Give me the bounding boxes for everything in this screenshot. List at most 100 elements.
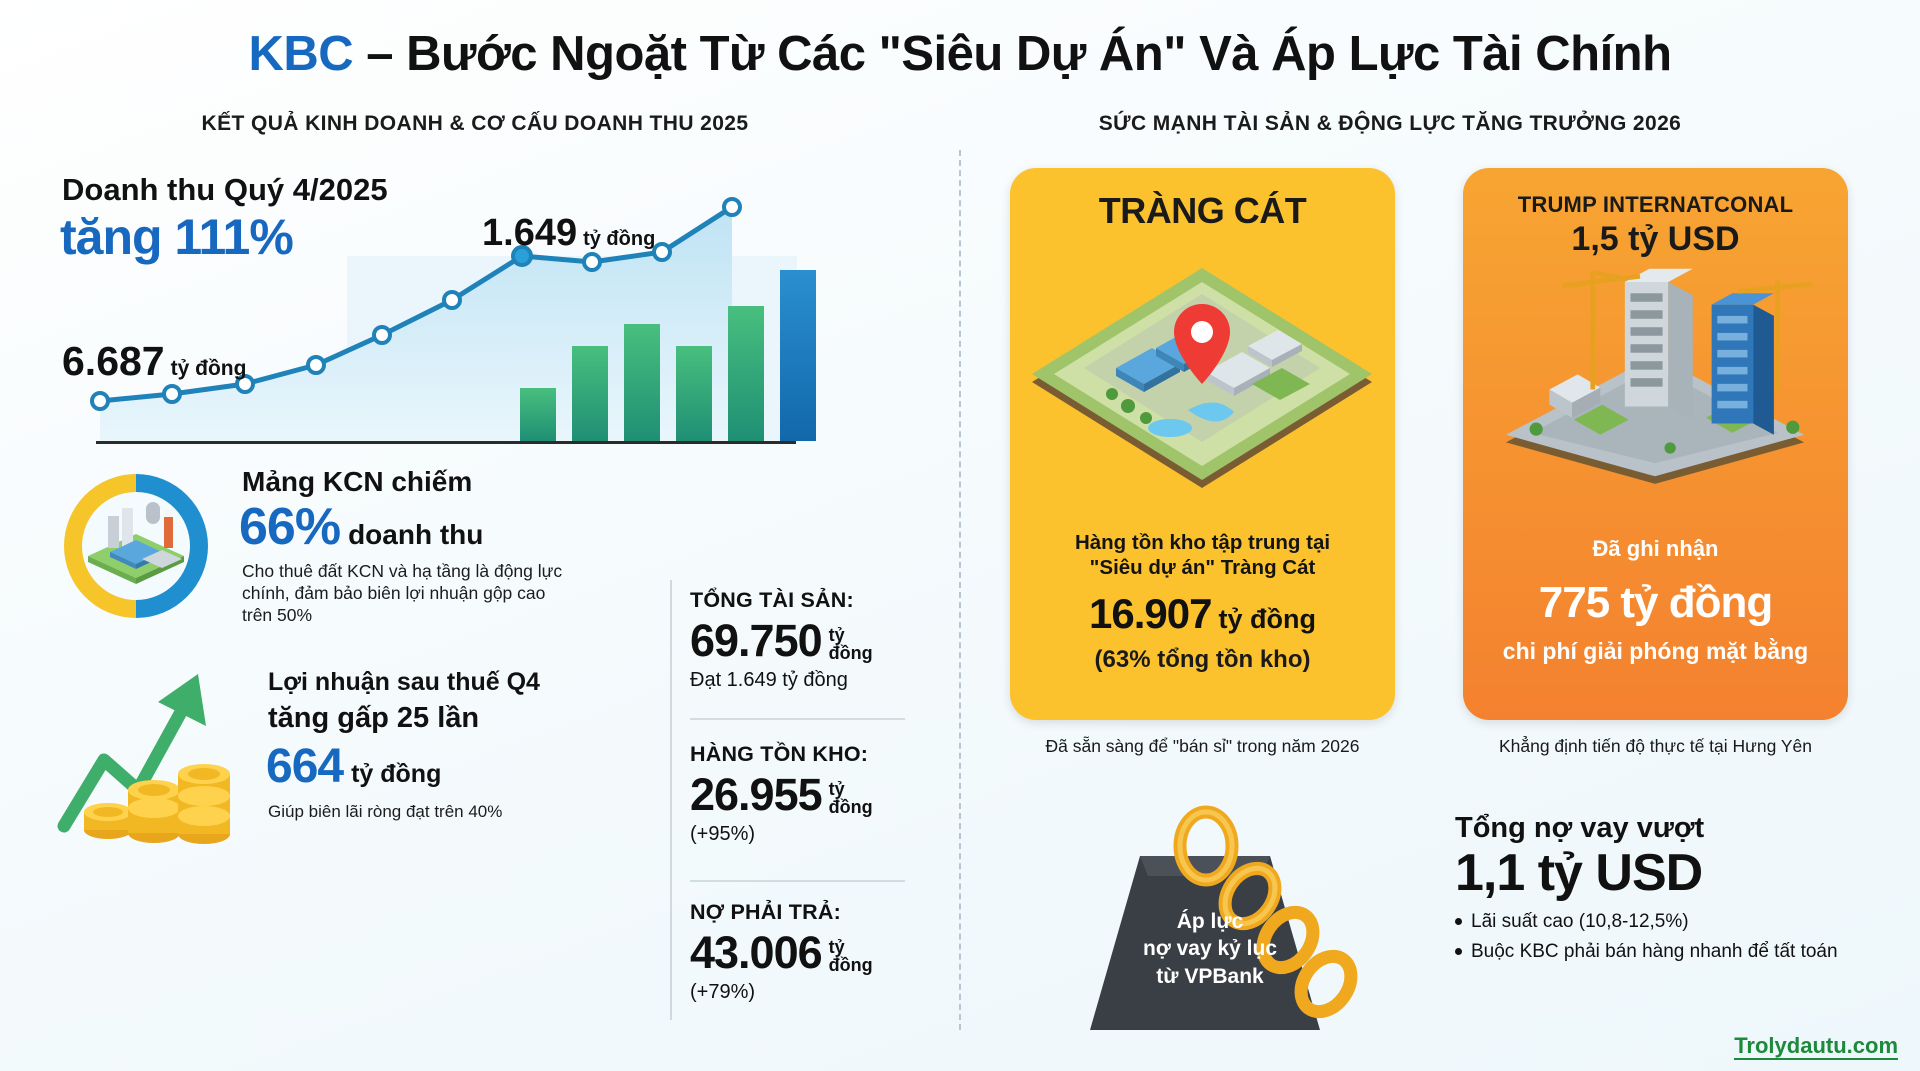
bullet-dot-icon [1455,948,1462,956]
stat-unit-bottom: đồng [828,955,873,976]
card-number-value: 16.907 [1089,590,1212,637]
card-trump-title: TRUMP INTERNATCONAL [1517,192,1794,217]
page-title: KBC – Bước Ngoặt Từ Các "Siêu Dự Án" Và … [0,26,1920,82]
stat-label: NỢ PHẢI TRẢ: [690,900,841,924]
debt-bullet-2-text: Buộc KBC phải bán hàng nhanh để tất toán [1471,941,1838,962]
chart-left-unit: tỷ đồng [170,357,247,380]
debt-value: 1,1 tỷ USD [1455,844,1703,902]
section-subtitle-right: SỨC MẠNH TÀI SẢN & ĐỘNG LỰC TĂNG TRƯỞNG … [1098,112,1682,135]
profit-unit: tỷ đồng [351,760,442,788]
chart-bar [728,306,764,441]
debt-bullet-1: Lãi suất cao (10,8-12,5%) [1455,911,1885,933]
card-number-value: 775 tỷ đồng [1538,578,1773,627]
stat-label: TỔNG TÀI SẢN: [690,588,854,612]
chart-markers [90,197,742,411]
stat-unit-bottom: đồng [828,643,873,664]
chart-headline: tăng 111% [60,209,294,265]
stat-unit: tỷ đồng [829,938,873,975]
stat-liabilities: NỢ PHẢI TRẢ: 43.006 tỷ đồng (+79%) [690,900,940,1004]
revenue-chart-svg [90,197,816,441]
kcn-percent: 66% doanh thu [239,497,483,557]
watermark: Trolydautu.com [1734,1033,1898,1060]
chart-axis-line [96,441,796,444]
growth-coins-icon [57,674,230,844]
revenue-chart-panel: Doanh thu Quý 4/2025 tăng 111% 6.687 tỷ đ… [52,160,932,540]
stat-unit: tỷ đồng [829,780,873,817]
stats-divider [670,580,672,1020]
stat-unit-top: tỷ [828,778,845,799]
profit-note: Giúp biên lãi ròng đạt trên 40% [268,802,503,821]
kcn-percent-after: doanh thu [348,519,484,550]
title-rest: – Bước Ngoặt Từ Các "Siêu Dự Án" Và Áp L… [353,27,1672,81]
card-trump-sub: chi phí giải phóng mặt bằng [1502,638,1809,664]
chart-bar-highlight [780,270,816,441]
total-debt-block: Tổng nợ vay vượt 1,1 tỷ USD Lãi suất cao… [1455,812,1885,963]
pressure-text: Áp lực nợ vay kỷ lục từ VPBank [1110,908,1310,990]
chart-peak-value: 1.649 tỷ đồng [482,212,655,255]
stat-unit-bottom: đồng [828,797,873,818]
vertical-divider [959,150,961,1030]
chart-line [97,204,735,404]
section-subtitle-left: KẾT QUẢ KINH DOANH & CƠ CẤU DOANH THU 20… [201,112,749,135]
weight-chain-icon [1090,805,1358,1030]
watermark-text: Trolydautu.com [1734,1033,1898,1060]
stat-unit: tỷ đồng [829,626,873,663]
debt-bullet-2: Buộc KBC phải bán hàng nhanh để tất toán [1455,941,1885,963]
stat-sub: (+79%) [690,981,756,1003]
card-trang-cat-footer: Đã sẵn sàng để "bán sỉ" trong năm 2026 [1045,736,1360,756]
stat-total-assets: TỔNG TÀI SẢN: 69.750 tỷ đồng Đạt 1.649 t… [690,588,940,692]
caption-line-1: Hàng tồn kho tập trung tại [1074,531,1331,554]
chart-left-value: 6.687 tỷ đồng [62,338,246,385]
stat-number: 43.006 [690,927,823,978]
caption-line-2: "Siêu dự án" Tràng Cát [1089,556,1316,579]
debt-title: Tổng nợ vay vượt [1455,812,1705,844]
pressure-line-3: từ VPBank [1156,964,1264,988]
kcn-description: Cho thuê đất KCN và hạ tầng là động lực … [242,561,563,626]
card-trang-cat-number: 16.907 tỷ đồng [1010,590,1395,638]
card-trang-cat-sub: (63% tổng tồn kho) [1094,646,1311,673]
chart-bar [676,346,712,441]
stat-number: 69.750 [690,615,823,666]
industrial-park-icon [64,474,208,618]
kcn-percent-value: 66% [239,498,341,556]
card-trump-amount: 1,5 tỷ USD [1571,220,1740,258]
profit-line-1: Lợi nhuận sau thuế Q4 [268,668,540,696]
isometric-industrial-map-icon [1032,268,1372,488]
stat-inventory: HÀNG TỒN KHO: 26.955 tỷ đồng (+95%) [690,742,940,846]
pressure-line-2: nợ vay kỷ lục [1143,937,1277,961]
profit-number: 664 [266,740,344,793]
kcn-title: Mảng KCN chiếm [242,466,473,497]
caption-line-1: Đã ghi nhận [1592,536,1719,561]
stat-label: HÀNG TỒN KHO: [690,742,869,766]
debt-bullet-1-text: Lãi suất cao (10,8-12,5%) [1471,911,1689,932]
chart-peak-unit: tỷ đồng [583,228,656,250]
kcn-revenue-block: Mảng KCN chiếm 66% doanh thu Cho thuê đất… [46,452,566,632]
card-trump-caption: Đã ghi nhận [1475,536,1836,563]
card-trump-international[interactable]: TRUMP INTERNATCONAL 1,5 tỷ USD [1463,168,1848,720]
stat-sub: (+95%) [690,823,756,845]
chart-left-number: 6.687 [62,338,165,384]
stat-unit-top: tỷ [828,936,845,957]
debt-pressure-block: Áp lực nợ vay kỷ lục từ VPBank [1000,780,1400,1050]
card-trump-footer: Khẳng định tiến độ thực tế tại Hưng Yên [1498,736,1813,756]
card-trang-cat-caption: Hàng tồn kho tập trung tại "Siêu dự án" … [1022,530,1383,580]
brand-name: KBC [248,27,354,81]
stat-value: 43.006 tỷ đồng [690,927,940,979]
bullet-dot-icon [1455,918,1462,926]
chart-bar [624,324,660,441]
chart-bar [572,346,608,441]
card-trang-cat[interactable]: TRÀNG CÁT [1010,168,1395,720]
stats-separator-2 [690,880,905,882]
chart-peak-number: 1.649 [482,212,578,254]
stat-number: 26.955 [690,769,823,820]
profit-line-2: tăng gấp 25 lần [268,702,480,734]
card-number-unit: tỷ đồng [1218,604,1316,634]
chart-kicker: Doanh thu Quý 4/2025 [62,172,388,207]
card-trump-number: 775 tỷ đồng [1463,578,1848,628]
profit-block: Lợi nhuận sau thuế Q4 tăng gấp 25 lần 66… [46,640,566,860]
stat-sub: Đạt 1.649 tỷ đồng [690,669,848,691]
card-trang-cat-title: TRÀNG CÁT [1098,190,1307,231]
pressure-line-1: Áp lực [1176,910,1244,933]
stat-unit-top: tỷ [828,624,845,645]
